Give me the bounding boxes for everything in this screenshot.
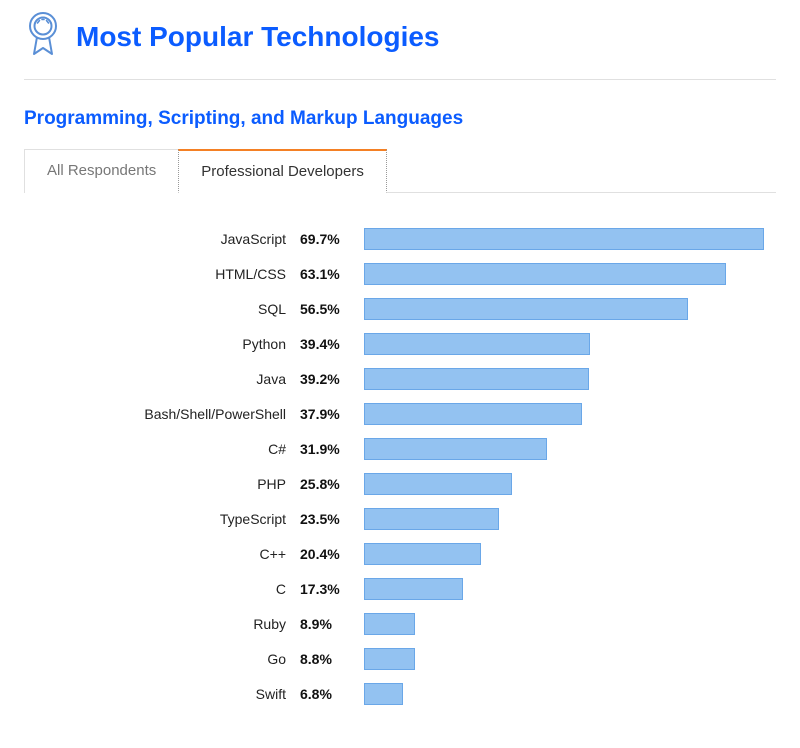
bar-fill <box>364 578 463 600</box>
bar-percent: 20.4% <box>300 546 350 562</box>
bar-row: Swift 6.8% <box>24 676 766 711</box>
bar-label: SQL <box>258 301 286 317</box>
bar-row: Go 8.8% <box>24 641 766 676</box>
bar-fill <box>364 368 589 390</box>
bar-fill <box>364 543 481 565</box>
bar-fill <box>364 228 764 250</box>
bar-row: HTML/CSS 63.1% <box>24 256 766 291</box>
bar-row: JavaScript 69.7% <box>24 221 766 256</box>
bar-row: C++ 20.4% <box>24 536 766 571</box>
bar-percent: 39.4% <box>300 336 350 352</box>
languages-bar-chart: JavaScript 69.7% HTML/CSS 63.1% SQL 56.5% Pyth… <box>24 221 776 711</box>
bar-fill <box>364 403 582 425</box>
bar-percent: 37.9% <box>300 406 350 422</box>
bar-label: Ruby <box>253 616 286 632</box>
bar-row: TypeScript 23.5% <box>24 501 766 536</box>
bar-fill <box>364 473 512 495</box>
bar-label: C++ <box>260 546 286 562</box>
tabs: All RespondentsProfessional Developers <box>24 148 776 193</box>
bar-label: C <box>276 581 286 597</box>
bar-label: C# <box>268 441 286 457</box>
bar-fill <box>364 438 547 460</box>
bar-row: Ruby 8.9% <box>24 606 766 641</box>
section-title: Programming, Scripting, and Markup Langu… <box>24 108 776 130</box>
bar-fill <box>364 648 415 670</box>
bar-row: Python 39.4% <box>24 326 766 361</box>
bar-percent: 69.7% <box>300 231 350 247</box>
bar-row: SQL 56.5% <box>24 291 766 326</box>
bar-row: PHP 25.8% <box>24 466 766 501</box>
bar-label: JavaScript <box>221 231 286 247</box>
bar-percent: 8.9% <box>300 616 350 632</box>
bar-fill <box>364 263 726 285</box>
bar-percent: 63.1% <box>300 266 350 282</box>
bar-label: Java <box>256 371 286 387</box>
bar-row: Java 39.2% <box>24 361 766 396</box>
bar-fill <box>364 613 415 635</box>
bar-fill <box>364 683 403 705</box>
bar-percent: 39.2% <box>300 371 350 387</box>
bar-percent: 56.5% <box>300 301 350 317</box>
award-ribbon-icon <box>24 10 62 63</box>
bar-percent: 31.9% <box>300 441 350 457</box>
bar-label: Python <box>242 336 286 352</box>
bar-label: PHP <box>257 476 286 492</box>
bar-row: C 17.3% <box>24 571 766 606</box>
bar-fill <box>364 298 688 320</box>
bar-label: TypeScript <box>220 511 286 527</box>
bar-row: Bash/Shell/PowerShell 37.9% <box>24 396 766 431</box>
page-title: Most Popular Technologies <box>76 21 440 53</box>
bar-label: HTML/CSS <box>215 266 286 282</box>
bar-label: Bash/Shell/PowerShell <box>144 406 286 422</box>
bar-percent: 23.5% <box>300 511 350 527</box>
bar-label: Swift <box>256 686 286 702</box>
bar-percent: 8.8% <box>300 651 350 667</box>
tab-professional-developers[interactable]: Professional Developers <box>178 149 387 193</box>
tab-all-respondents[interactable]: All Respondents <box>24 149 179 193</box>
bar-fill <box>364 333 590 355</box>
bar-percent: 17.3% <box>300 581 350 597</box>
bar-label: Go <box>267 651 286 667</box>
bar-percent: 25.8% <box>300 476 350 492</box>
bar-fill <box>364 508 499 530</box>
bar-percent: 6.8% <box>300 686 350 702</box>
page-header: Most Popular Technologies <box>24 10 776 80</box>
bar-row: C# 31.9% <box>24 431 766 466</box>
